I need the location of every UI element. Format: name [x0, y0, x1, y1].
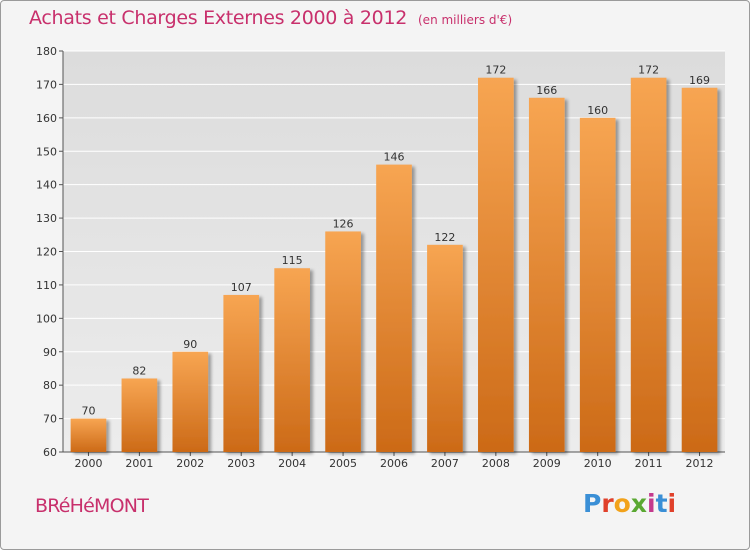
- bar-2003: [223, 294, 260, 452]
- bar-2010: [579, 117, 616, 452]
- data-label-2008: 172: [485, 64, 506, 77]
- bar-2006: [376, 164, 412, 452]
- y-tick-label: 80: [43, 379, 57, 392]
- y-tick-label: 130: [36, 212, 57, 225]
- bar-2001: [121, 378, 158, 452]
- y-tick-label: 180: [36, 45, 57, 58]
- data-label-2003: 107: [231, 281, 252, 294]
- data-label-2000: 70: [81, 405, 95, 418]
- data-label-2007: 122: [434, 231, 455, 244]
- bar-2012: [681, 87, 718, 452]
- data-label-2011: 172: [638, 64, 659, 77]
- y-tick-label: 110: [36, 279, 57, 292]
- proxiti-logo[interactable]: Proxiti: [583, 489, 677, 518]
- bar-2009: [528, 97, 565, 453]
- bar-2002: [172, 351, 209, 452]
- x-tick-label-2003: 2003: [227, 457, 255, 470]
- commune-name: BRéHéMONT: [35, 495, 149, 517]
- bars: 70 82 90 107 115 126 146 122 172 166 160 172 169: [70, 64, 718, 453]
- data-label-2004: 115: [282, 254, 303, 267]
- y-tick-label: 150: [36, 145, 57, 158]
- bar-2007: [427, 244, 463, 452]
- data-label-2005: 126: [333, 217, 354, 230]
- x-tick-label-2011: 2011: [635, 457, 663, 470]
- x-tick-label-2007: 2007: [431, 457, 459, 470]
- axes: 60 70 80 90 100 110 120 130 140 150 160 170 180 2000 2…: [36, 45, 725, 470]
- chart-unit: (en milliers d'€): [418, 13, 513, 27]
- bar-2011: [630, 77, 667, 452]
- data-label-2012: 169: [689, 74, 710, 87]
- chart-title: Achats et Charges Externes 2000 à 2012: [29, 7, 408, 29]
- y-tick-label: 90: [43, 346, 57, 359]
- x-tick-label-2004: 2004: [278, 457, 306, 470]
- bar-2004: [274, 268, 310, 452]
- x-tick-label-2009: 2009: [533, 457, 561, 470]
- x-tick-label-2006: 2006: [380, 457, 408, 470]
- x-tick-label-2001: 2001: [125, 457, 153, 470]
- y-tick-label: 140: [36, 179, 57, 192]
- y-tick-label: 70: [43, 413, 57, 426]
- data-label-2006: 146: [384, 151, 405, 164]
- bar-2008: [478, 77, 514, 452]
- y-tick-label: 170: [36, 78, 57, 91]
- bar-2005: [325, 231, 361, 452]
- x-tick-label-2008: 2008: [482, 457, 510, 470]
- data-label-2002: 90: [183, 338, 197, 351]
- data-label-2001: 82: [132, 364, 146, 377]
- data-label-2009: 166: [536, 84, 557, 97]
- y-tick-label: 120: [36, 246, 57, 259]
- x-tick-label-2002: 2002: [176, 457, 204, 470]
- x-tick-label-2005: 2005: [329, 457, 357, 470]
- x-tick-label-2000: 2000: [74, 457, 102, 470]
- y-tick-label: 60: [43, 446, 57, 459]
- x-tick-label-2010: 2010: [584, 457, 612, 470]
- data-label-2010: 160: [587, 104, 608, 117]
- bar-2000: [70, 418, 107, 452]
- y-tick-label: 100: [36, 312, 57, 325]
- x-tick-label-2012: 2012: [686, 457, 714, 470]
- y-tick-label: 160: [36, 112, 57, 125]
